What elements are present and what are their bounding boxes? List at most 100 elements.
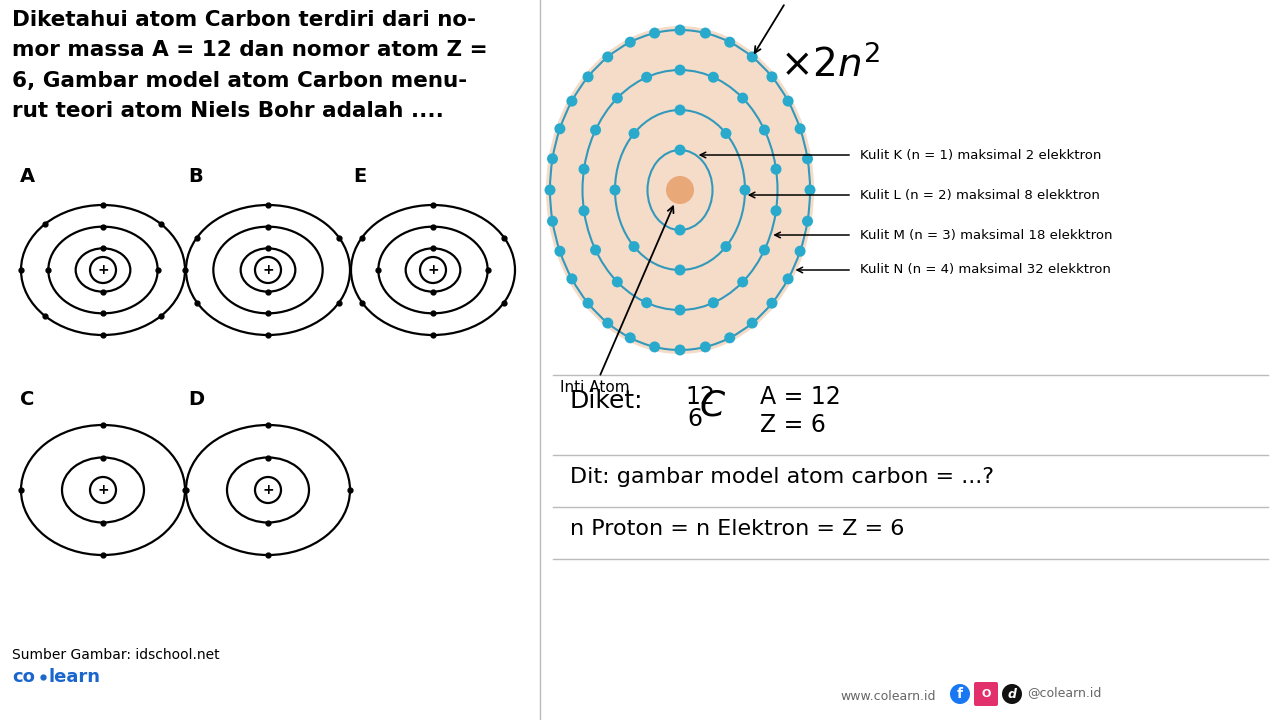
- Circle shape: [603, 51, 613, 63]
- Circle shape: [649, 341, 660, 352]
- Circle shape: [420, 257, 445, 283]
- Circle shape: [675, 344, 686, 356]
- Text: Diketahui atom Carbon terdiri dari no-
mor massa A = 12 dan nomor atom Z =
6, Ga: Diketahui atom Carbon terdiri dari no- m…: [12, 10, 488, 121]
- Circle shape: [771, 205, 782, 216]
- Text: O: O: [982, 689, 991, 699]
- Circle shape: [675, 104, 686, 115]
- Circle shape: [700, 27, 710, 39]
- Circle shape: [590, 245, 602, 256]
- Circle shape: [675, 225, 686, 235]
- Text: A: A: [20, 167, 35, 186]
- Circle shape: [1002, 684, 1021, 704]
- Circle shape: [737, 93, 749, 104]
- Circle shape: [628, 128, 640, 139]
- Text: 6: 6: [687, 407, 701, 431]
- Circle shape: [547, 153, 558, 164]
- Text: Sumber Gambar: idschool.net: Sumber Gambar: idschool.net: [12, 648, 220, 662]
- Text: D: D: [188, 390, 204, 409]
- Circle shape: [90, 477, 116, 503]
- Text: E: E: [353, 167, 366, 186]
- Circle shape: [612, 276, 623, 287]
- Text: $\mathregular{\times}2n^2$: $\mathregular{\times}2n^2$: [780, 45, 881, 85]
- FancyBboxPatch shape: [974, 682, 998, 706]
- Circle shape: [641, 72, 652, 83]
- Circle shape: [641, 297, 652, 308]
- Circle shape: [803, 153, 813, 164]
- Circle shape: [721, 128, 731, 139]
- Circle shape: [649, 27, 660, 39]
- Circle shape: [795, 123, 805, 134]
- Circle shape: [590, 125, 602, 135]
- Circle shape: [567, 274, 577, 284]
- Circle shape: [740, 184, 750, 196]
- Text: Kulit K (n = 1) maksimal 2 elekktron: Kulit K (n = 1) maksimal 2 elekktron: [860, 148, 1101, 161]
- Circle shape: [255, 477, 282, 503]
- Text: Z = 6: Z = 6: [760, 413, 826, 437]
- Circle shape: [675, 145, 686, 156]
- Circle shape: [90, 257, 116, 283]
- Circle shape: [708, 72, 719, 83]
- Text: Dit: gambar model atom carbon = ...?: Dit: gambar model atom carbon = ...?: [570, 467, 995, 487]
- Ellipse shape: [547, 26, 814, 354]
- Text: Kulit N (n = 4) maksimal 32 elekktron: Kulit N (n = 4) maksimal 32 elekktron: [860, 264, 1111, 276]
- Circle shape: [628, 241, 640, 252]
- Circle shape: [805, 184, 815, 196]
- Text: +: +: [97, 483, 109, 497]
- Text: C: C: [20, 390, 35, 409]
- Circle shape: [759, 125, 771, 135]
- Circle shape: [675, 264, 686, 276]
- Text: d: d: [1007, 688, 1016, 701]
- Circle shape: [609, 184, 621, 196]
- Circle shape: [767, 297, 777, 309]
- Circle shape: [612, 93, 623, 104]
- Text: Elektron: Elektron: [755, 0, 823, 53]
- Circle shape: [782, 274, 794, 284]
- Circle shape: [767, 71, 777, 82]
- Text: $\mathit{C}$: $\mathit{C}$: [699, 389, 726, 423]
- Circle shape: [724, 333, 735, 343]
- Text: Inti Atom: Inti Atom: [561, 207, 673, 395]
- Text: +: +: [262, 483, 274, 497]
- Text: 12: 12: [685, 385, 714, 409]
- Circle shape: [547, 216, 558, 227]
- Circle shape: [666, 176, 694, 204]
- Text: +: +: [262, 263, 274, 277]
- Text: A = 12: A = 12: [760, 385, 841, 409]
- Text: n Proton = n Elektron = Z = 6: n Proton = n Elektron = Z = 6: [570, 519, 905, 539]
- Text: co: co: [12, 668, 35, 686]
- Circle shape: [721, 241, 731, 252]
- Circle shape: [255, 257, 282, 283]
- Circle shape: [567, 96, 577, 107]
- Circle shape: [795, 246, 805, 257]
- Circle shape: [759, 245, 771, 256]
- Circle shape: [582, 71, 594, 82]
- Circle shape: [625, 37, 636, 48]
- Circle shape: [724, 37, 735, 48]
- Text: Kulit L (n = 2) maksimal 8 elekktron: Kulit L (n = 2) maksimal 8 elekktron: [860, 189, 1100, 202]
- Circle shape: [746, 51, 758, 63]
- Circle shape: [582, 297, 594, 309]
- Text: Diket:: Diket:: [570, 389, 644, 413]
- Circle shape: [554, 246, 566, 257]
- Text: +: +: [97, 263, 109, 277]
- Circle shape: [625, 333, 636, 343]
- Text: learn: learn: [49, 668, 100, 686]
- Circle shape: [803, 216, 813, 227]
- Circle shape: [554, 123, 566, 134]
- Text: www.colearn.id: www.colearn.id: [840, 690, 936, 703]
- Circle shape: [675, 24, 686, 35]
- Text: +: +: [428, 263, 439, 277]
- Circle shape: [675, 65, 686, 76]
- Circle shape: [782, 96, 794, 107]
- Circle shape: [544, 184, 556, 196]
- Circle shape: [737, 276, 749, 287]
- Circle shape: [746, 318, 758, 328]
- Text: f: f: [957, 687, 963, 701]
- Circle shape: [950, 684, 970, 704]
- Circle shape: [700, 341, 710, 352]
- Text: Kulit M (n = 3) maksimal 18 elekktron: Kulit M (n = 3) maksimal 18 elekktron: [860, 228, 1112, 241]
- Circle shape: [675, 305, 686, 315]
- Text: B: B: [188, 167, 202, 186]
- Circle shape: [579, 163, 590, 175]
- Circle shape: [579, 205, 590, 216]
